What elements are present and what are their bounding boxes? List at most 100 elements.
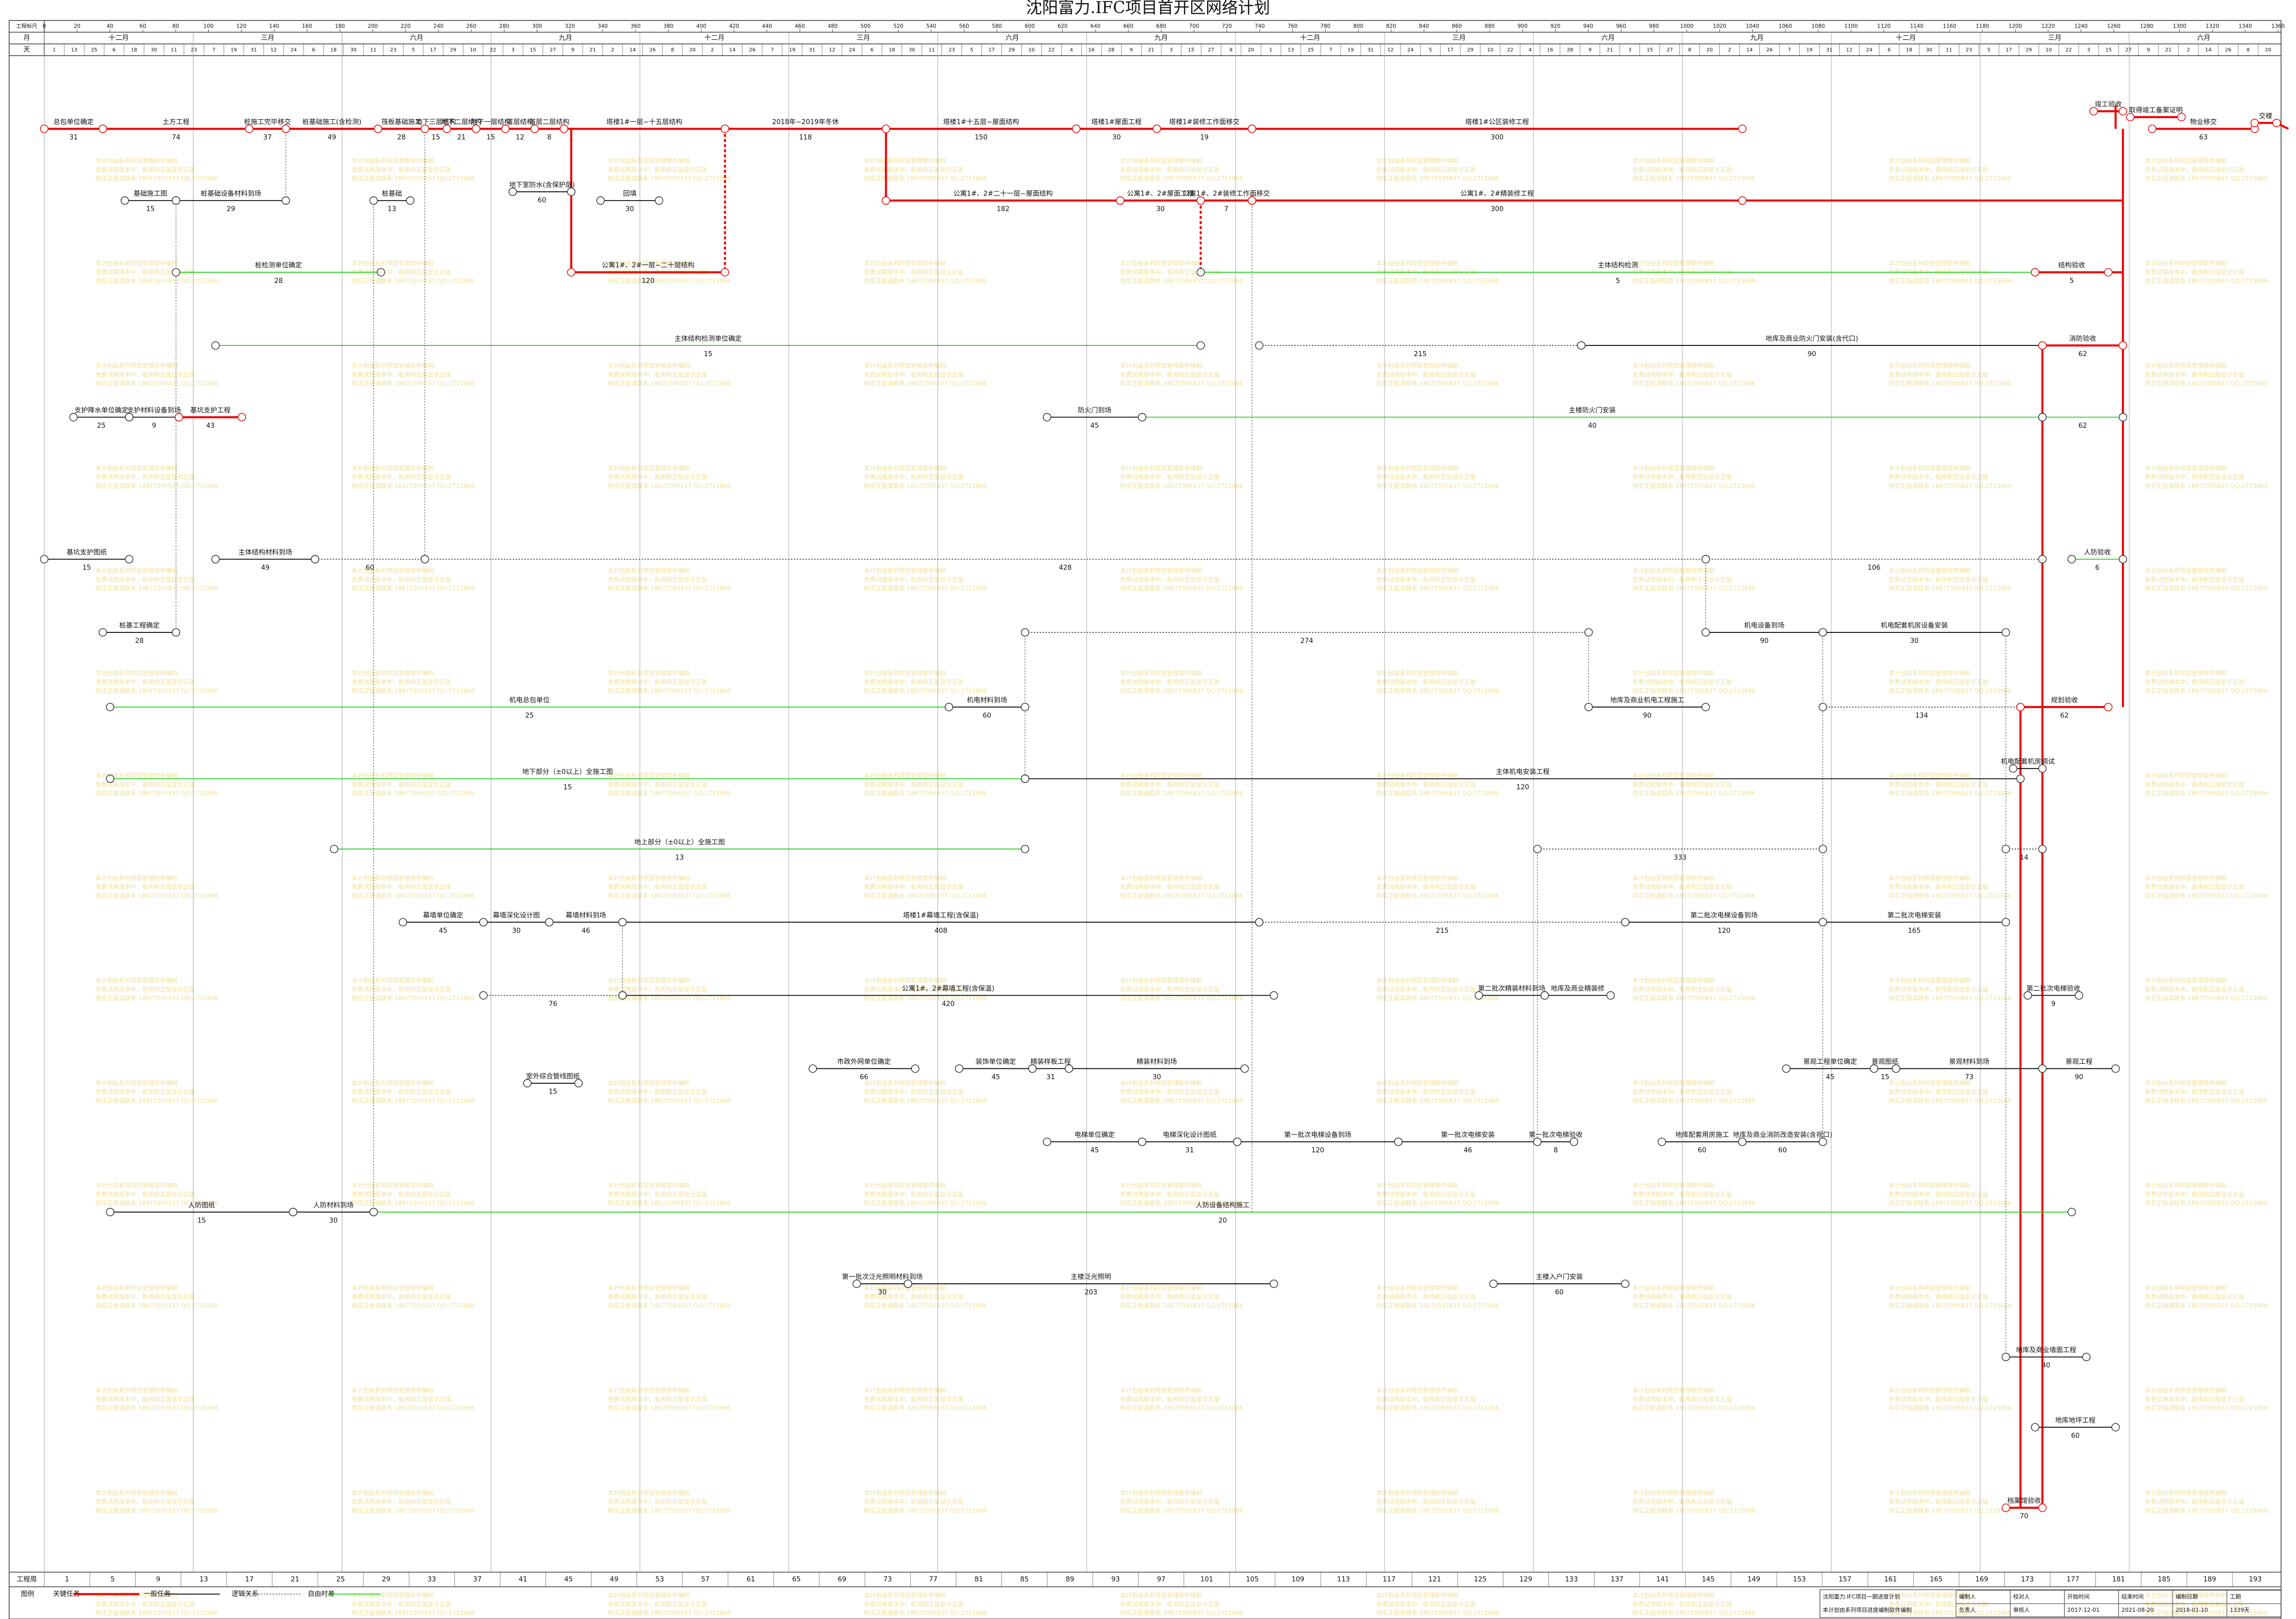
event-node [2038,413,2047,422]
watermark: 本计划由系列项目管理软件编制 [864,259,946,267]
task-label: 首层二层结构 [529,118,570,126]
task-label: 第一批次电梯验收 [1529,1130,1583,1139]
watermark: 本计划由系列项目管理软件编制 [1632,465,1714,472]
task-label: 第二批次精装材料到场 [1478,984,1545,993]
event-node [1248,124,1256,133]
task-duration: 30 [1910,638,1919,645]
watermark: 免费试用版本中，能用和正版显示正版 [1376,1293,1476,1300]
watermark: 购买正版请联系 18675595837 QQ:2715866 [2145,1405,2268,1412]
day-label: 26 [1766,47,1773,53]
ruler-label: 140 [269,23,279,29]
watermark: 本计划由系列项目管理软件编制 [1632,157,1714,164]
task-label: 第一批次电梯设备到场 [1284,1130,1351,1139]
task-label: 桩基础设备材料到场 [201,189,261,198]
watermark: 免费试用版本中，能用和正版显示正版 [1120,679,1220,686]
task-duration: 28 [274,277,283,285]
ruler-label: 工程标尺 [16,23,37,29]
ruler-label: 560 [959,23,969,29]
day-label: 23 [191,47,197,53]
watermark: 本计划由系列项目管理软件编制 [1120,669,1202,676]
watermark: 本计划由系列项目管理软件编制 [1376,259,1458,267]
watermark: 购买正版请联系 18675595837 QQ:2715866 [2145,892,2268,899]
task-duration: 43 [206,422,215,430]
day-label: 26 [649,47,655,53]
watermark: 本计划由系列项目管理软件编制 [1120,1592,1202,1599]
watermark: 免费试用版本中，能用和正版显示正版 [1376,986,1476,993]
watermark: 本计划由系列项目管理软件编制 [352,772,433,779]
event-node [1870,1064,1878,1073]
task-duration: 60 [1698,1147,1707,1154]
watermark: 免费试用版本中，能用和正版显示正版 [608,1191,708,1198]
event-node [399,918,407,927]
ruler-label: 680 [1156,23,1166,29]
watermark: 本计划由系列项目管理软件编制 [2145,1387,2227,1394]
grid: 0 20 40 60 80 100 120 140 160 180 200 220 240 260 280 3… [42,23,2285,1587]
watermark: 免费试用版本中，能用和正版显示正版 [352,1395,451,1403]
watermark: 本计划由系列项目管理软件编制 [864,1079,946,1086]
ruler-label: 60 [140,23,146,29]
task-duration: 6 [2095,564,2100,572]
watermark: 购买正版请联系 18675595837 QQ:2715866 [1889,687,2011,694]
watermark: 本计划由系列项目管理软件编制 [1376,157,1458,164]
task-label: 土方工程 [163,118,190,126]
week-label: 173 [2021,1576,2033,1583]
week-label: 137 [1611,1576,1624,1583]
watermark: 本计划由系列项目管理软件编制 [96,1387,178,1394]
watermark: 免费试用版本中，能用和正版显示正版 [608,1498,708,1505]
event-node [574,1079,583,1088]
watermark: 本计划由系列项目管理软件编制 [1632,772,1714,779]
watermark: 免费试用版本中，能用和正版显示正版 [96,679,195,686]
task-label: 公寓1#、2#幕墙工程(含保温) [902,984,994,993]
watermark: 本计划由系列项目管理软件编制 [608,362,690,369]
week-label: 177 [2067,1576,2080,1583]
watermark: 本计划由系列项目管理软件编制 [608,1387,690,1394]
watermark: 购买正版请联系 18675595837 QQ:2715866 [1376,1405,1499,1412]
watermark: 本计划由系列项目管理软件编制 [352,567,433,574]
watermark: 购买正版请联系 18675595837 QQ:2715866 [1889,482,2011,489]
watermark: 购买正版请联系 18675595837 QQ:2715866 [1632,482,1755,489]
task-duration: 203 [1084,1289,1097,1297]
event-node [421,124,429,133]
watermark: 本计划由系列项目管理软件编制 [2145,1182,2227,1189]
watermark: 本计划由系列项目管理软件编制 [352,1079,433,1086]
task-duration: 31 [69,134,78,141]
day-label: 3 [1628,47,1631,53]
watermark: 购买正版请联系 18675595837 QQ:2715866 [1376,687,1499,694]
week-label: 169 [1975,1576,1988,1583]
watermark: 免费试用版本中，能用和正版显示正版 [1120,1293,1220,1300]
ruler-label: 800 [1353,23,1364,29]
task-duration: 28 [135,638,144,645]
task-label: 机电配套机房调试 [2001,758,2054,766]
day-label: 29 [1009,47,1015,53]
month-label: 三月 [261,34,274,42]
day-label: 27 [1208,47,1214,53]
task-label: 景观图纸 [1872,1058,1899,1066]
week-label: 117 [1383,1576,1395,1583]
watermark: 本计划由系列项目管理软件编制 [1120,259,1202,267]
day-label: 20 [1248,47,1254,53]
watermark: 购买正版请联系 18675595837 QQ:2715866 [96,380,218,387]
task-label: 人防设备结构施工 [1196,1200,1250,1209]
week-label: 125 [1474,1576,1486,1583]
watermark: 本计划由系列项目管理软件编制 [1632,977,1714,984]
day-label: 13 [71,47,77,53]
week-label: 113 [1337,1576,1350,1583]
event-node [720,124,729,133]
ruler-label: 320 [565,23,575,29]
ruler-label: 280 [499,23,509,29]
day-label: 7 [212,47,215,53]
watermark: 购买正版请联系 18675595837 QQ:2715866 [352,995,474,1002]
day-label: 1 [1270,47,1273,53]
event-node [1138,1137,1147,1146]
week-label: 161 [1884,1576,1897,1583]
day-label: 19 [1347,47,1353,53]
task-duration: 40 [2042,1362,2050,1370]
watermark: 购买正版请联系 18675595837 QQ:2715866 [608,482,731,489]
event-node [125,413,134,422]
event-node [2111,1423,2120,1432]
watermark: 购买正版请联系 18675595837 QQ:2715866 [1120,790,1243,797]
watermark: 免费试用版本中，能用和正版显示正版 [1376,473,1476,480]
task-duration: 60 [2071,1432,2080,1440]
task-duration: 28 [397,134,406,141]
event-node [1621,918,1630,927]
